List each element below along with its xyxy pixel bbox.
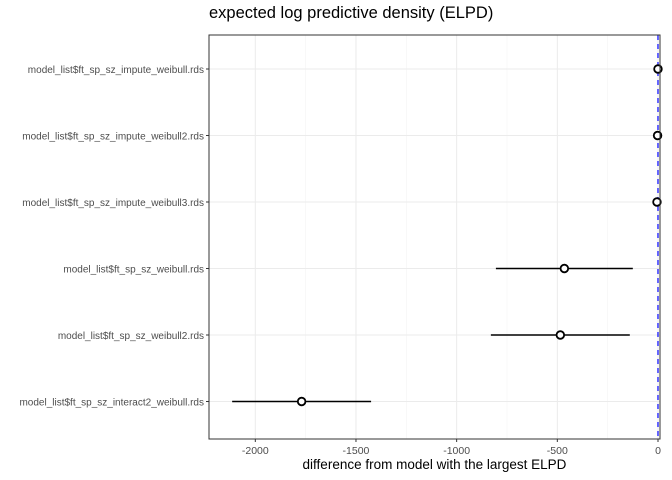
x-tick-label: -2000 [242, 445, 269, 457]
y-tick-label: model_list$ft_sp_sz_impute_weibull3.rds [22, 198, 204, 209]
panel-border [208, 34, 661, 440]
y-tick-label: model_list$ft_sp_sz_interact2_weibull.rd… [19, 397, 204, 408]
y-tick-label: model_list$ft_sp_sz_impute_weibull2.rds [22, 131, 204, 142]
estimate-point [559, 263, 570, 274]
x-tick-label: -1500 [343, 445, 370, 457]
y-tick-label: model_list$ft_sp_sz_impute_weibull.rds [28, 65, 204, 76]
x-tick-label: -1000 [443, 445, 470, 457]
estimate-point [652, 197, 662, 207]
estimate-point [555, 330, 566, 340]
estimate-point [296, 396, 307, 407]
x-axis-label: difference from model with the largest E… [302, 457, 567, 472]
y-tick-label: model_list$ft_sp_sz_weibull2.rds [58, 331, 204, 342]
x-tick-label: -500 [547, 445, 568, 457]
chart-title: expected log predictive density (ELPD) [209, 4, 494, 22]
estimate-point [652, 130, 663, 141]
y-tick-label: model_list$ft_sp_sz_weibull.rds [63, 264, 204, 275]
plot-panel [209, 35, 660, 439]
estimate-point [653, 64, 663, 74]
x-tick-label: 0 [655, 445, 661, 457]
